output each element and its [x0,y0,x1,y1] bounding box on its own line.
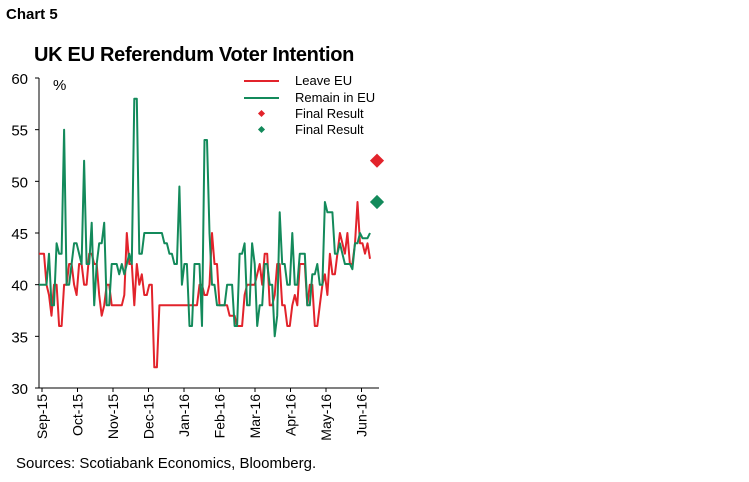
x-tick-label: Apr-16 [283,394,299,436]
x-tick-label: Jan-16 [176,394,192,437]
x-tick-label: Jun-16 [354,394,370,437]
remain-in-eu-line [39,97,371,338]
chart-title: UK EU Referendum Voter Intention [34,44,355,66]
y-axis-unit-label: % [53,77,66,94]
y-tick-label: 30 [11,381,28,398]
x-tick-label: May-16 [318,394,334,441]
final-result-leave-marker [369,153,385,168]
legend-label-final-remain: Final Result [295,122,364,137]
x-tick-label: Mar-16 [247,394,263,439]
source-note: Sources: Scotiabank Economics, Bloomberg… [16,455,317,472]
y-tick-label: 50 [11,174,28,191]
leave-eu-line [39,201,371,369]
x-tick-label: Dec-15 [141,394,157,439]
legend: Leave EU Remain in EU Final Result Final… [244,73,375,137]
y-tick-label: 35 [11,329,28,346]
x-tick-label: Sep-15 [34,394,50,439]
legend-marker-final-leave [257,109,266,118]
y-tick-label: 45 [11,226,28,243]
y-tick-label: 40 [11,278,28,295]
x-tick-label: Nov-15 [105,394,121,439]
legend-label-final-leave: Final Result [295,106,364,121]
x-tick-label: Feb-16 [212,394,228,439]
y-tick-label: 60 [11,71,28,88]
legend-label-remain: Remain in EU [295,90,375,105]
legend-label-leave: Leave EU [295,73,352,88]
chart-number-label: Chart 5 [6,6,58,23]
final-result-remain-marker [369,194,385,210]
y-tick-label: 55 [11,123,28,140]
x-tick-label: Oct-15 [70,394,86,436]
legend-marker-final-remain [257,125,266,134]
